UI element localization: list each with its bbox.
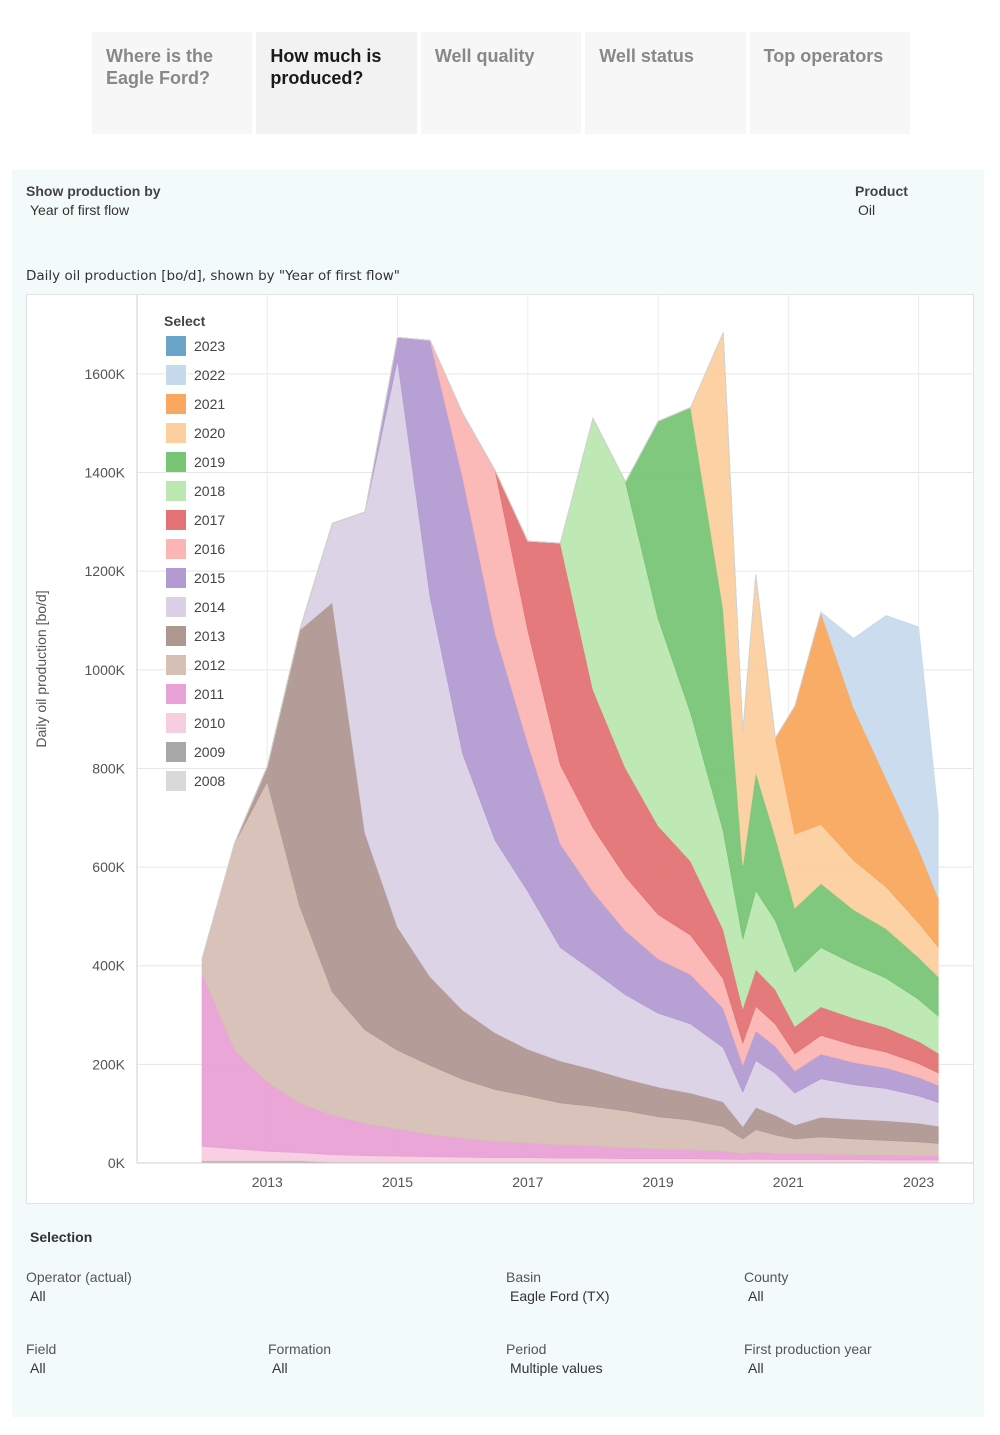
filter-first-year-value[interactable]: All [748, 1360, 764, 1376]
tab-bar: Where is the Eagle Ford? How much is pro… [92, 32, 911, 134]
filter-county-value[interactable]: All [748, 1288, 764, 1304]
filter-basin-label: Basin [506, 1269, 542, 1285]
tab-well-status[interactable]: Well status [585, 32, 746, 134]
selection-title: Selection [30, 1229, 93, 1245]
filter-period-value[interactable]: Multiple values [510, 1360, 603, 1376]
filter-operator-value[interactable]: All [30, 1288, 46, 1304]
filter-field-label: Field [26, 1341, 57, 1357]
filter-field-value[interactable]: All [30, 1360, 46, 1376]
filter-first-year-label: First production year [744, 1341, 872, 1357]
tab-top-operators[interactable]: Top operators [749, 32, 911, 134]
chart-title: Daily oil production [bo/d], shown by "Y… [26, 268, 401, 284]
filter-county-label: County [744, 1269, 789, 1285]
filter-formation-label: Formation [268, 1341, 332, 1357]
filter-basin-value[interactable]: Eagle Ford (TX) [510, 1288, 610, 1304]
show-by-dropdown[interactable]: Year of first flow [30, 202, 130, 218]
filter-period-label: Period [506, 1341, 547, 1357]
tab-how-much-produced[interactable]: How much is produced? [256, 32, 417, 134]
product-label: Product [855, 183, 908, 199]
tab-where-is-eagle-ford[interactable]: Where is the Eagle Ford? [92, 32, 253, 134]
chart-container [26, 294, 974, 1204]
product-dropdown[interactable]: Oil [858, 202, 876, 218]
show-by-label: Show production by [26, 183, 161, 199]
filter-operator-label: Operator (actual) [26, 1269, 132, 1285]
tab-well-quality[interactable]: Well quality [420, 32, 582, 134]
filter-formation-value[interactable]: All [272, 1360, 288, 1376]
